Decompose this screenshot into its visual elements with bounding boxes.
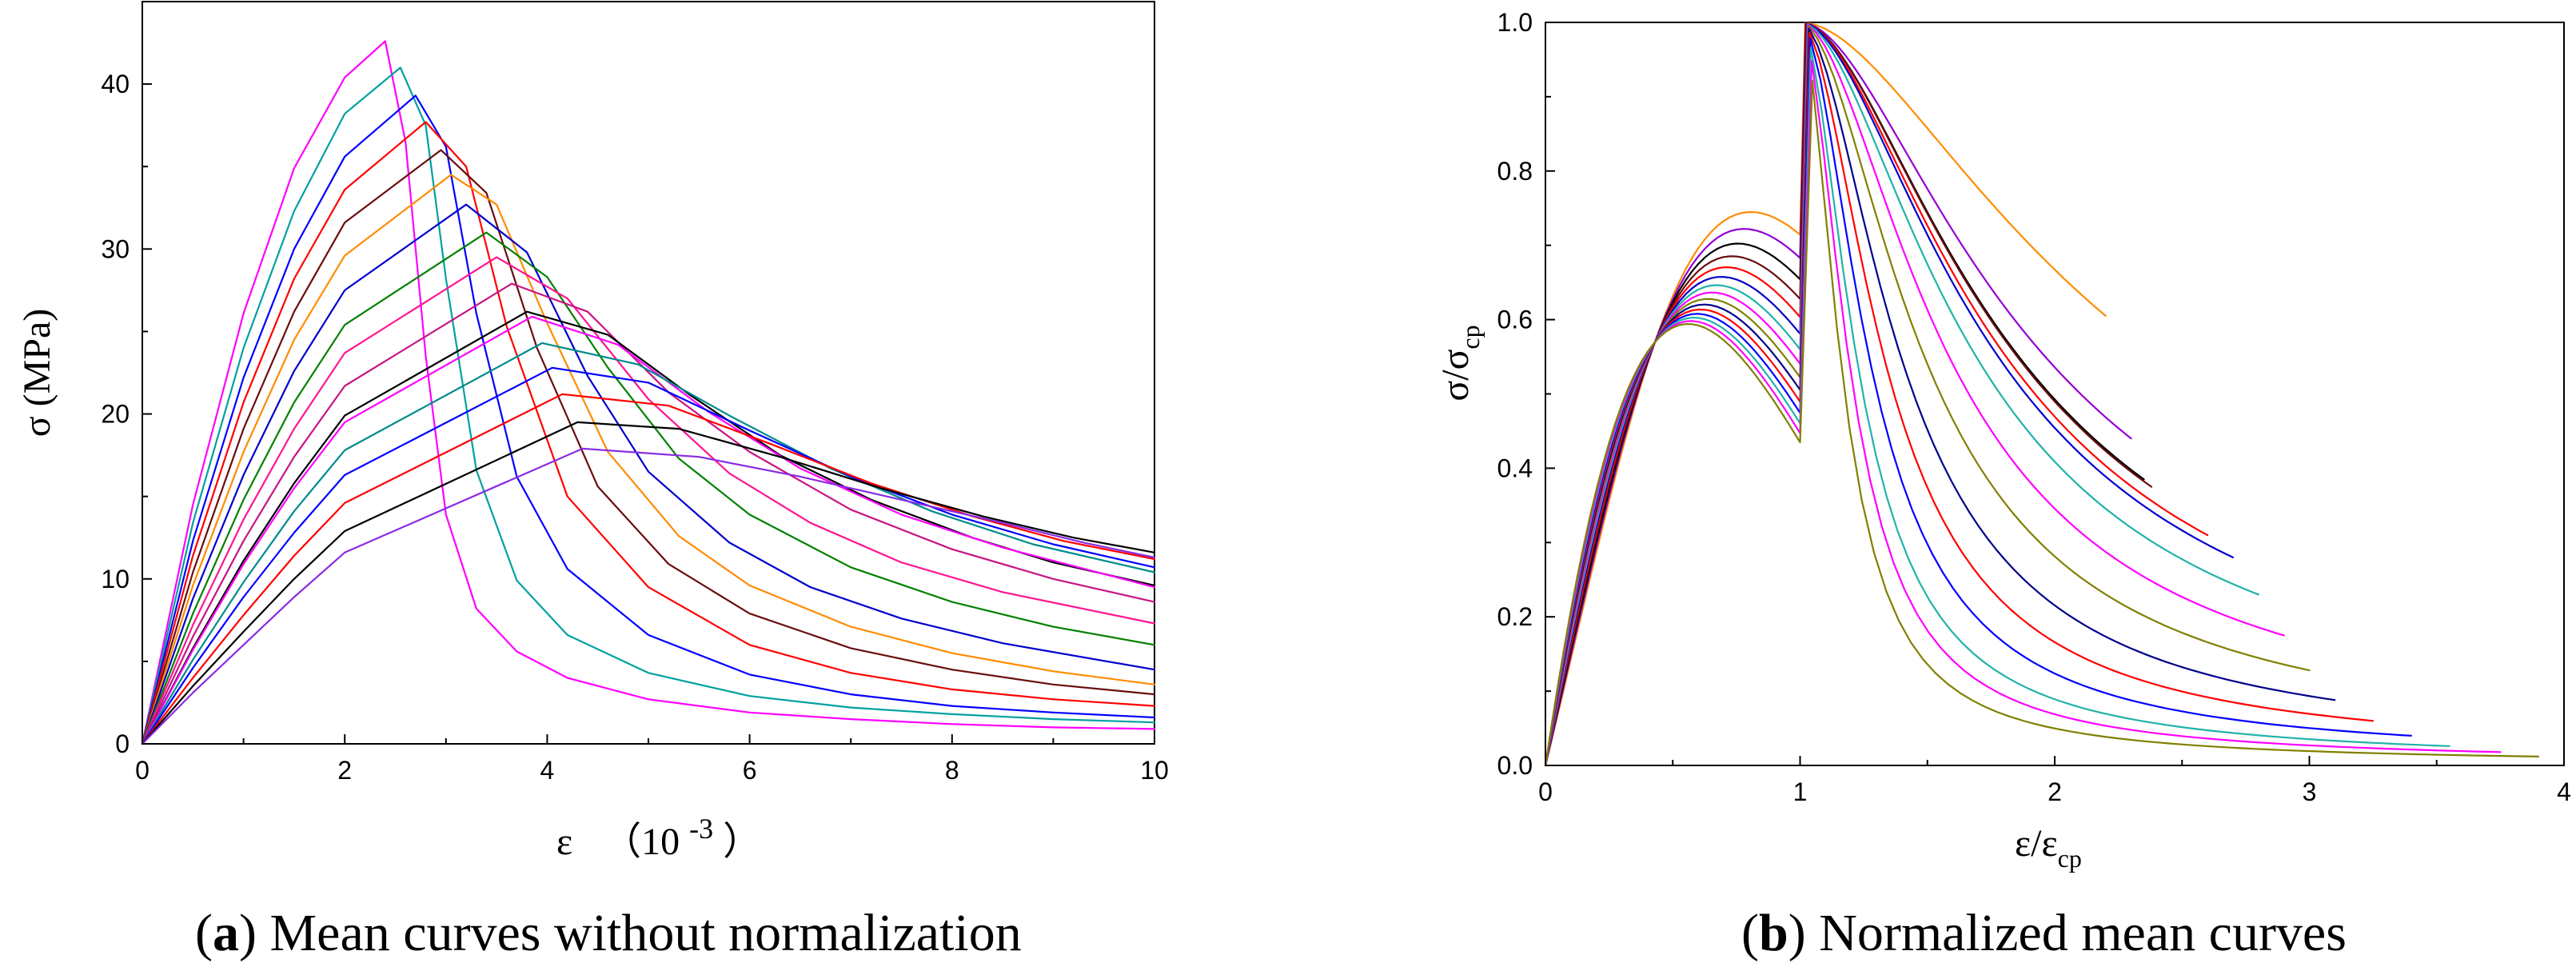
- panel-b-series-6: [1544, 22, 2234, 767]
- panel-b-series-13: [1544, 46, 2450, 767]
- y-tick-label: 0.8: [1497, 157, 1533, 186]
- panel-b-series-7: [1544, 23, 2259, 767]
- panel-a-series-8: [141, 231, 1156, 745]
- panel-a-series-6: [141, 174, 1156, 745]
- x-tick-label: 1: [1793, 777, 1808, 806]
- panel-b-curves: [1544, 22, 2540, 767]
- x-tick-label: 0: [1538, 777, 1553, 806]
- x-tick-label: 4: [540, 756, 555, 785]
- panel-b-series-10: [1544, 27, 2336, 767]
- panel-a-series-14: [141, 366, 1156, 745]
- panel-b-series-12: [1544, 37, 2412, 767]
- x-tick-label: 8: [945, 756, 959, 785]
- y-tick-label: 0.0: [1497, 751, 1533, 780]
- panel-a-series-13: [141, 342, 1156, 745]
- panel-a-series-12: [141, 315, 1156, 745]
- panel-b-ticks: 0 1 2 3 4 0.0 0.2 0.4 0.6 0.8 1.0: [1497, 8, 2571, 806]
- panel-a-series-3: [141, 94, 1156, 745]
- panel-a: 0 2 4 6 8 10 0 10 20 30 40 σ (MPa) ε （10 -3 ） (a) …: [16, 1, 1169, 962]
- y-tick-label: 40: [101, 70, 130, 98]
- x-tick-label: 6: [743, 756, 757, 785]
- panel-b-series-5: [1544, 22, 2209, 767]
- panel-b-plot-frame: [1545, 22, 2565, 766]
- panel-b-series-14: [1544, 59, 2502, 767]
- y-tick-label: 0.4: [1497, 454, 1533, 482]
- x-tick-label: 2: [2048, 777, 2062, 806]
- panel-a-series-17: [141, 447, 1156, 745]
- panel-a-series-7: [141, 203, 1156, 745]
- panel-a-series-11: [141, 310, 1156, 745]
- y-tick-label: 20: [101, 400, 130, 429]
- panel-b-series-15: [1544, 79, 2540, 767]
- panel-a-series-9: [141, 256, 1156, 745]
- panel-a-series-1: [141, 40, 1156, 745]
- y-tick-label: 0.2: [1497, 602, 1533, 631]
- panel-a-series-15: [141, 393, 1156, 745]
- panel-b-series-4: [1544, 22, 2153, 767]
- panel-a-caption: (a) Mean curves without normalization: [195, 904, 1022, 962]
- panel-a-series-16: [141, 421, 1156, 745]
- x-tick-label: 3: [2303, 777, 2317, 806]
- x-tick-label: 10: [1140, 756, 1169, 785]
- panel-a-ticks: 0 2 4 6 8 10 0 10 20 30 40: [101, 70, 1168, 785]
- x-tick-label: 0: [135, 756, 150, 785]
- panel-b-xlabel: ε/εcp: [2015, 822, 2082, 873]
- panel-a-xlabel: ε （10 -3 ）: [556, 805, 761, 863]
- panel-a-series-10: [141, 282, 1156, 745]
- x-tick-label: 4: [2557, 777, 2571, 806]
- panel-a-curves: [141, 40, 1156, 745]
- panel-a-ylabel: σ (MPa): [16, 309, 58, 438]
- panel-b-ylabel: σ/σcp: [1434, 325, 1485, 401]
- panel-a-series-4: [141, 121, 1156, 745]
- panel-b-series-9: [1544, 25, 2311, 767]
- panel-a-series-5: [141, 149, 1156, 745]
- y-tick-label: 1.0: [1497, 8, 1533, 37]
- y-tick-label: 0: [115, 729, 130, 758]
- y-tick-label: 0.6: [1497, 306, 1533, 334]
- panel-b-caption: (b) Normalized mean curves: [1741, 904, 2347, 962]
- y-tick-label: 10: [101, 565, 130, 593]
- panel-b: 0 1 2 3 4 0.0 0.2 0.4 0.6 0.8 1.0 σ/σcp ε/εcp (b) …: [1434, 8, 2571, 962]
- y-tick-label: 30: [101, 234, 130, 263]
- x-tick-label: 2: [337, 756, 352, 785]
